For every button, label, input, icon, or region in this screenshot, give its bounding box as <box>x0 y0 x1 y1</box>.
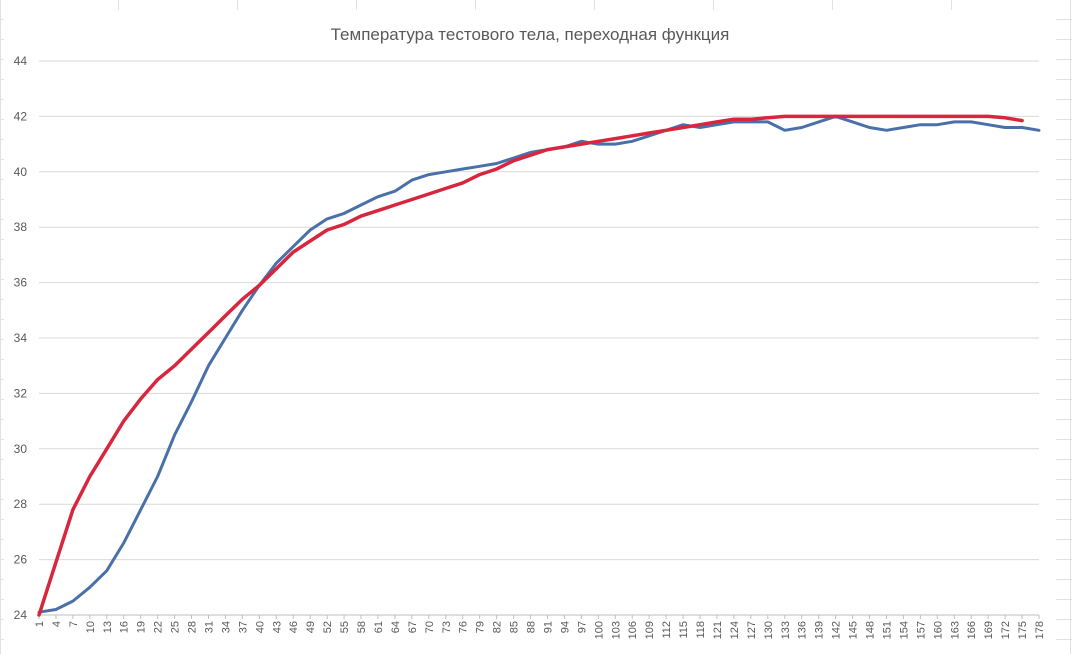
x-tick-label: 4 <box>51 621 63 627</box>
x-tick-label: 100 <box>593 621 605 639</box>
x-tick-label: 169 <box>983 621 995 639</box>
x-tick-label: 43 <box>271 621 283 633</box>
x-tick-label: 16 <box>119 621 131 633</box>
x-tick-label: 82 <box>492 621 504 633</box>
y-tick-label: 24 <box>14 608 28 622</box>
x-tick-label: 97 <box>576 621 588 633</box>
x-tick-label: 142 <box>831 621 843 639</box>
x-tick-label: 55 <box>339 621 351 633</box>
x-tick-label: 31 <box>203 621 215 633</box>
x-tick-label: 139 <box>814 621 826 639</box>
x-tick-label: 157 <box>915 621 927 639</box>
x-tick-label: 166 <box>966 621 978 639</box>
x-tick-label: 46 <box>288 621 300 633</box>
y-tick-label: 44 <box>14 54 28 68</box>
x-tick-label: 67 <box>407 621 419 633</box>
x-tick-label: 127 <box>746 621 758 639</box>
x-tick-label: 76 <box>458 621 470 633</box>
x-tick-label: 112 <box>661 621 673 639</box>
x-tick-label: 145 <box>848 621 860 639</box>
x-tick-label: 58 <box>356 621 368 633</box>
line-chart: 24 26 28 30 32 34 36 38 40 42 44 1 4 7 10 13 16 19 22 25 28 3… <box>14 54 1046 639</box>
x-tick-label: 136 <box>797 621 809 639</box>
x-tick-label: 148 <box>865 621 877 639</box>
x-tick-label: 88 <box>526 621 538 633</box>
x-tick-label: 85 <box>509 621 521 633</box>
x-tick-label: 13 <box>102 621 114 633</box>
x-tick-label: 103 <box>610 621 622 639</box>
x-tick-label: 163 <box>949 621 961 639</box>
x-tick-label: 22 <box>153 621 165 633</box>
x-tick-label: 91 <box>542 621 554 633</box>
x-tick-label: 130 <box>763 621 775 639</box>
x-tick-label: 154 <box>898 621 910 639</box>
x-tick-label: 178 <box>1034 621 1046 639</box>
y-tick-label: 36 <box>14 276 28 290</box>
x-tick-label: 121 <box>712 621 724 639</box>
x-tick-label: 25 <box>170 621 182 633</box>
x-tick-label: 160 <box>932 621 944 639</box>
y-tick-label: 28 <box>14 497 28 511</box>
chart-area[interactable]: 24 26 28 30 32 34 36 38 40 42 44 1 4 7 10 13 16 19 22 25 28 3… <box>4 10 1056 654</box>
y-tick-label: 34 <box>14 331 28 345</box>
y-tick-label: 26 <box>14 553 28 567</box>
x-tick-label: 133 <box>780 621 792 639</box>
x-tick-label: 124 <box>729 621 741 639</box>
x-tick-label: 61 <box>373 621 385 633</box>
x-tick-label: 106 <box>627 621 639 639</box>
x-tick-label: 64 <box>390 621 402 633</box>
x-tick-label: 37 <box>237 621 249 633</box>
y-tick-label: 40 <box>14 165 28 179</box>
x-tick-label: 118 <box>695 621 707 639</box>
y-tick-label: 42 <box>14 109 28 123</box>
x-tick-label: 52 <box>322 621 334 633</box>
y-tick-label: 38 <box>14 220 28 234</box>
x-tick-label: 109 <box>644 621 656 639</box>
x-tick-label: 28 <box>187 621 199 633</box>
series-line-1 <box>37 114 1041 614</box>
series-line-2 <box>37 114 1024 617</box>
x-tick-label: 49 <box>305 621 317 633</box>
x-tick-label: 70 <box>424 621 436 633</box>
x-tick-label: 10 <box>85 621 97 633</box>
x-tick-label: 172 <box>1000 621 1012 639</box>
x-tick-label: 7 <box>68 621 80 627</box>
y-tick-label: 30 <box>14 442 28 456</box>
x-tick-label: 73 <box>441 621 453 633</box>
x-tick-label: 151 <box>881 621 893 639</box>
x-tick-label: 115 <box>678 621 690 639</box>
x-tick-label: 79 <box>475 621 487 633</box>
y-tick-label: 32 <box>14 386 28 400</box>
x-tick-label: 1 <box>34 621 46 627</box>
x-tick-label: 19 <box>136 621 148 633</box>
x-tick-label: 94 <box>559 621 571 633</box>
x-tick-label: 40 <box>254 621 266 633</box>
x-tick-label: 175 <box>1017 621 1029 639</box>
chart-title: Температура тестового тела, переходная ф… <box>330 25 730 44</box>
x-tick-label: 34 <box>220 621 232 633</box>
